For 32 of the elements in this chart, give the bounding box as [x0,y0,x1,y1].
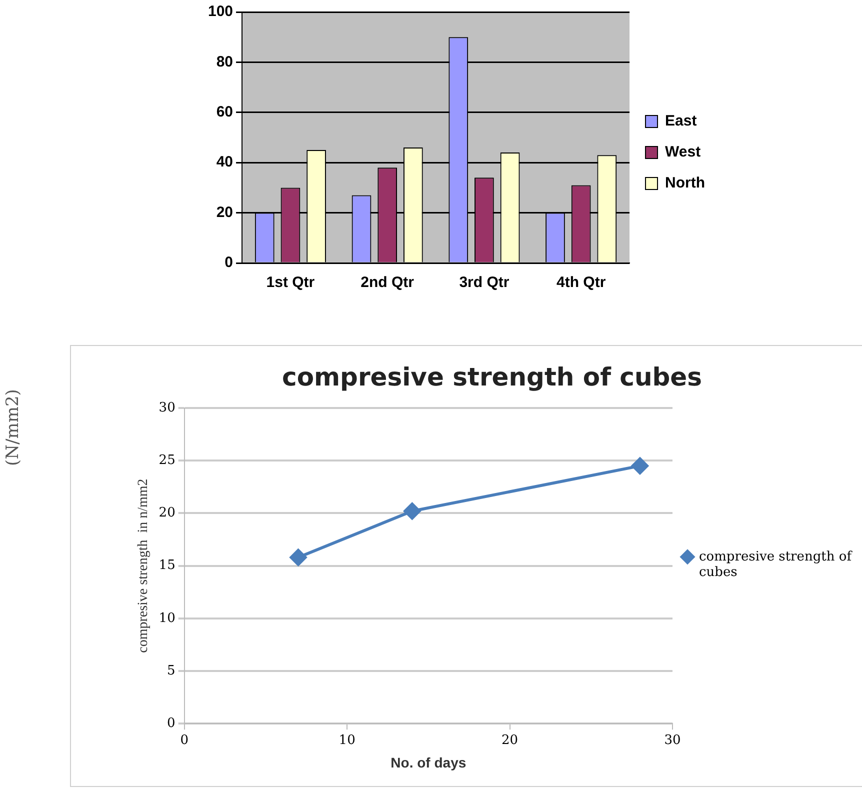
y-tick-label: 5 [167,663,176,678]
y-axis-title: compresive strength in n/mm2 [136,478,152,653]
y-tick-label: 30 [158,400,176,416]
x-tick-label: 1st Qtr [266,274,315,292]
y-tick-label: 25 [158,452,176,468]
legend-label: West [665,144,701,161]
y-tick-label: 80 [216,53,234,70]
chart-title: compresive strength of cubes [282,362,702,392]
x-tick-label: 3rd Qtr [459,274,510,292]
legend-label: compresive strength of cubes [699,549,853,580]
y-tick-label: 15 [158,558,176,574]
y-tick-label: 0 [167,716,176,731]
y-tick-label: 0 [224,254,234,272]
y-tick-label: 60 [216,104,234,121]
x-tick-label: 4th Qtr [556,274,606,292]
x-axis-title: No. of days [390,754,466,770]
x-tick-label: 2nd Qtr [360,274,414,292]
x-tick-label: 30 [664,732,681,748]
legend-label: North [665,174,706,192]
point [631,457,648,474]
x-tick-label: 10 [338,732,356,748]
x-tick-label: 0 [180,732,188,748]
point [404,502,421,520]
x-tick-label: 20 [502,732,518,748]
legend-label: East [665,112,697,130]
point [290,548,307,566]
y-tick-label: 10 [158,610,176,626]
y-tick-label: 100 [208,3,234,20]
y-tick-label: 20 [158,506,176,521]
text: (N/mm2) [3,389,23,466]
y-tick-label: 20 [216,204,234,221]
y-tick-label: 40 [216,154,234,171]
